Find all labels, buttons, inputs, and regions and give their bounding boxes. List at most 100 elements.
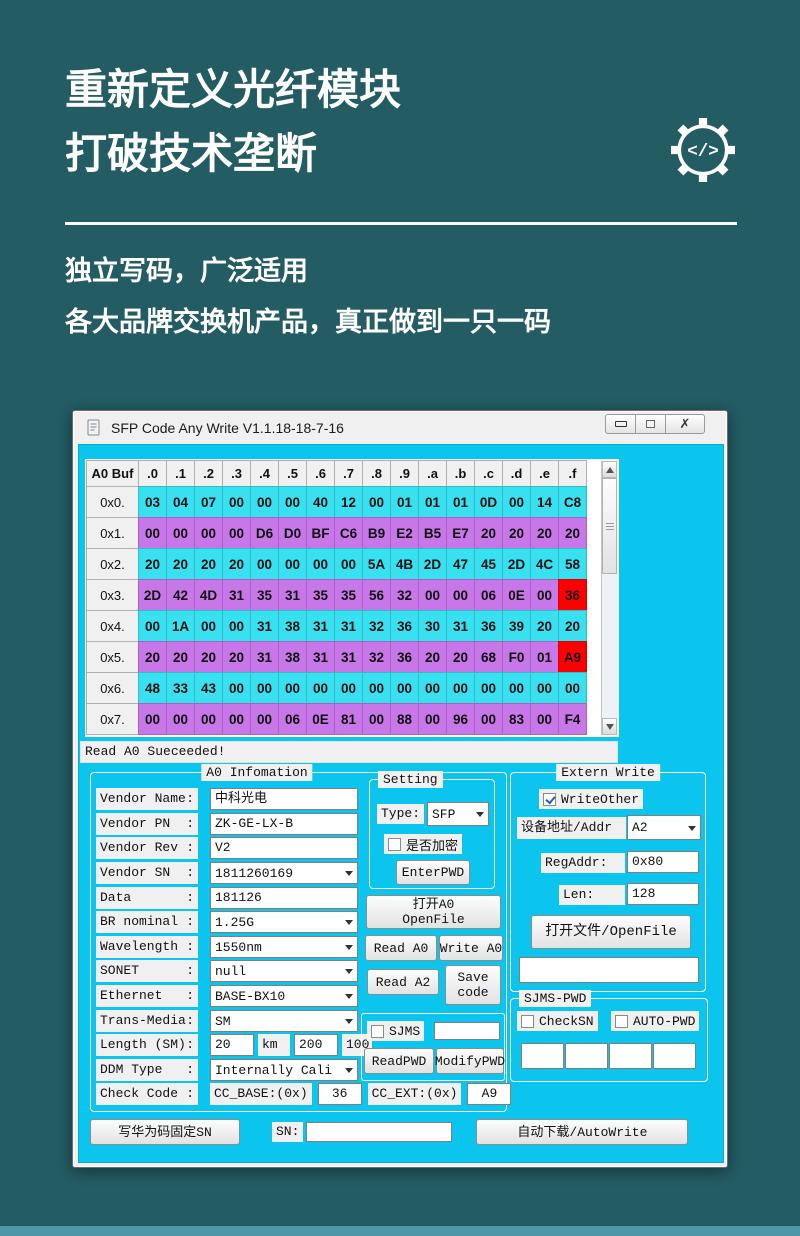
hex-cell[interactable]: 00 (222, 517, 251, 549)
hex-cell[interactable]: 31 (222, 579, 251, 611)
hex-cell[interactable]: 00 (502, 486, 531, 518)
field-dropdown[interactable]: 1811260169 (210, 862, 358, 884)
scrollbar-thumb[interactable] (602, 478, 618, 574)
hex-cell[interactable]: 20 (530, 517, 559, 549)
hex-cell[interactable]: 20 (194, 641, 223, 673)
hex-cell[interactable]: 20 (222, 641, 251, 673)
read-pwd-button[interactable]: ReadPWD (364, 1048, 434, 1074)
scroll-up-button[interactable] (602, 461, 618, 478)
hex-cell[interactable]: 20 (474, 517, 503, 549)
field-dropdown[interactable]: 1.25G (210, 911, 358, 933)
hex-cell[interactable]: 01 (390, 486, 419, 518)
read-a0-button[interactable]: Read A0 (365, 935, 437, 961)
hex-cell[interactable]: 35 (250, 579, 279, 611)
hex-cell[interactable]: 96 (446, 703, 475, 735)
open-file-button[interactable]: 打开文件/OpenFile (531, 915, 691, 949)
hex-cell[interactable]: 32 (362, 641, 391, 673)
hex-cell[interactable]: 31 (250, 610, 279, 642)
hex-cell[interactable]: 2D (138, 579, 167, 611)
hex-cell[interactable]: BF (306, 517, 335, 549)
sjms-checkbox-box[interactable] (371, 1024, 384, 1038)
hex-cell[interactable]: 00 (530, 703, 559, 735)
hex-cell[interactable]: 00 (194, 703, 223, 735)
hex-cell[interactable]: 47 (446, 548, 475, 580)
hex-cell[interactable]: C6 (334, 517, 363, 549)
len-input[interactable]: 128 (627, 883, 699, 905)
hex-cell[interactable]: 00 (194, 610, 223, 642)
hex-cell[interactable]: 20 (138, 548, 167, 580)
hex-cell[interactable]: 00 (278, 672, 307, 704)
hex-cell[interactable]: 31 (306, 641, 335, 673)
device-addr-select[interactable]: A2 (627, 815, 701, 840)
hex-cell[interactable]: 32 (390, 579, 419, 611)
hex-cell[interactable]: 00 (530, 579, 559, 611)
hex-cell[interactable]: 36 (390, 641, 419, 673)
field-text-input[interactable]: V2 (210, 837, 358, 859)
hex-cell[interactable]: 04 (166, 486, 195, 518)
hex-cell[interactable]: 31 (278, 579, 307, 611)
hex-cell[interactable]: 03 (138, 486, 167, 518)
field-text-input[interactable]: 181126 (210, 887, 358, 909)
field-dropdown[interactable]: 1550nm (210, 936, 358, 958)
close-button[interactable]: ✗ (665, 414, 705, 434)
hex-cell[interactable]: 42 (166, 579, 195, 611)
hex-cell[interactable]: 00 (530, 672, 559, 704)
hex-cell[interactable]: 00 (362, 703, 391, 735)
hex-cell[interactable]: 32 (362, 610, 391, 642)
hex-cell[interactable]: 00 (334, 672, 363, 704)
field-dropdown[interactable]: Internally Cali (210, 1059, 358, 1081)
read-a2-button[interactable]: Read A2 (367, 969, 439, 995)
cc-ext-value[interactable]: A9 (467, 1083, 512, 1105)
hex-cell[interactable]: 20 (530, 610, 559, 642)
hex-cell[interactable]: 4D (194, 579, 223, 611)
field-dropdown[interactable]: BASE-BX10 (210, 985, 358, 1007)
pwd-box-1[interactable] (521, 1043, 564, 1069)
hex-cell[interactable]: 20 (502, 517, 531, 549)
modify-pwd-button[interactable]: ModifyPWD (435, 1048, 505, 1074)
hex-cell[interactable]: A9 (558, 641, 587, 673)
pwd-box-4[interactable] (653, 1043, 696, 1069)
hex-cell[interactable]: 00 (250, 486, 279, 518)
hex-cell[interactable]: D6 (250, 517, 279, 549)
hex-cell[interactable]: 20 (138, 641, 167, 673)
hex-cell[interactable]: 83 (502, 703, 531, 735)
scroll-down-button[interactable] (602, 718, 618, 735)
hex-cell[interactable]: 00 (362, 672, 391, 704)
maximize-button[interactable] (635, 414, 666, 434)
field-dropdown[interactable]: SM (210, 1010, 358, 1032)
hex-cell[interactable]: 0E (306, 703, 335, 735)
write-a0-button[interactable]: Write A0 (439, 935, 503, 961)
hex-cell[interactable]: 1A (166, 610, 195, 642)
hex-cell[interactable]: 00 (222, 672, 251, 704)
hex-cell[interactable]: 31 (334, 641, 363, 673)
length-value-input[interactable]: 20 (210, 1034, 254, 1056)
hex-cell[interactable]: 4B (390, 548, 419, 580)
hex-cell[interactable]: 4C (530, 548, 559, 580)
open-a0-button[interactable]: 打开A0 OpenFile (366, 895, 501, 929)
hex-cell[interactable]: 20 (558, 610, 587, 642)
field-text-input[interactable]: 中科光电 (210, 788, 358, 810)
hex-cell[interactable]: 40 (306, 486, 335, 518)
hex-cell[interactable]: 14 (530, 486, 559, 518)
sjms-checkbox[interactable]: SJMS (367, 1021, 425, 1041)
hex-cell[interactable]: 01 (530, 641, 559, 673)
hex-cell[interactable]: 0D (474, 486, 503, 518)
hex-cell[interactable]: 0E (502, 579, 531, 611)
check-sn-checkbox-box[interactable] (521, 1014, 534, 1028)
reg-addr-input[interactable]: 0x80 (627, 851, 699, 873)
hex-cell[interactable]: 35 (334, 579, 363, 611)
sjms-input[interactable] (434, 1022, 500, 1040)
auto-write-button[interactable]: 自动下载/AutoWrite (476, 1119, 689, 1145)
hex-cell[interactable]: F4 (558, 703, 587, 735)
hex-cell[interactable]: 35 (306, 579, 335, 611)
hex-cell[interactable]: 00 (306, 672, 335, 704)
hex-cell[interactable]: 33 (166, 672, 195, 704)
hex-cell[interactable]: 00 (250, 548, 279, 580)
hex-cell[interactable]: 20 (166, 641, 195, 673)
hex-cell[interactable]: 00 (418, 672, 447, 704)
type-select[interactable]: SFP (427, 802, 489, 826)
hex-cell[interactable]: 00 (474, 672, 503, 704)
hex-cell[interactable]: 31 (446, 610, 475, 642)
hex-cell[interactable]: 56 (362, 579, 391, 611)
hex-cell[interactable]: 48 (138, 672, 167, 704)
